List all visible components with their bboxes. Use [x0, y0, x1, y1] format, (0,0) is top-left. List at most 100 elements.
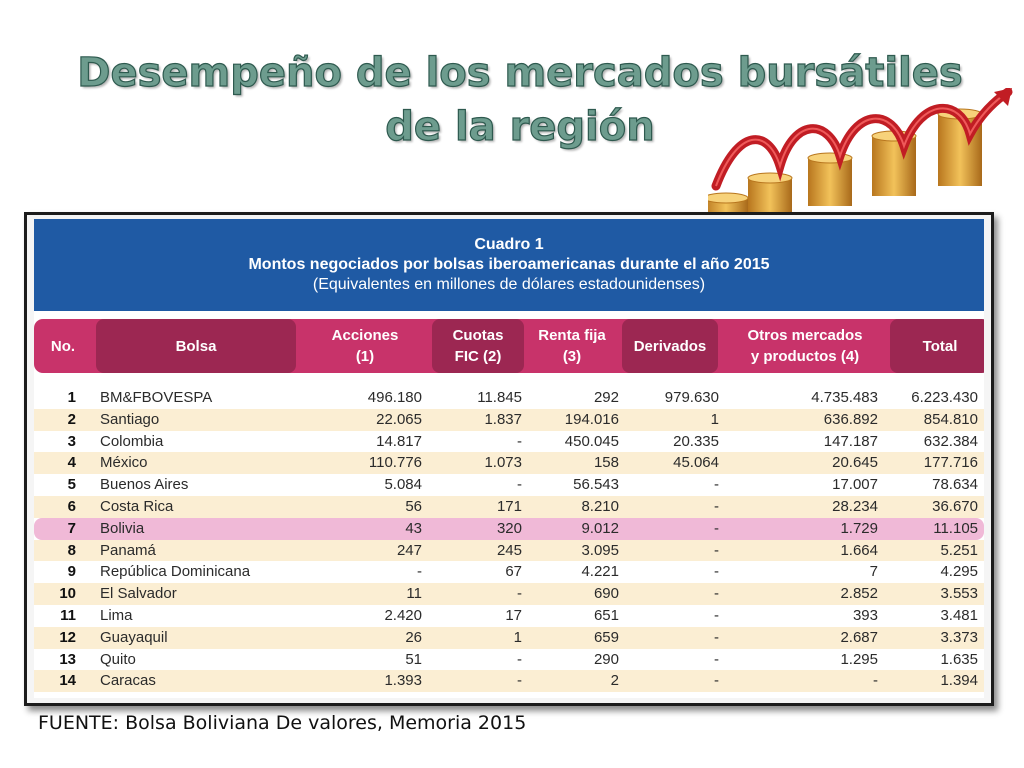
acciones-value: 5.084	[384, 476, 422, 494]
total-value: 3.481	[940, 606, 978, 624]
table-row: 8 Panamá 247 245 3.095 - 1.664 5.251	[34, 539, 984, 562]
total-value: 5.251	[940, 541, 978, 559]
exchange-name: Colombia	[100, 432, 164, 450]
header-renta-fija: Renta fija (3)	[538, 327, 606, 365]
derivados-value: -	[714, 650, 719, 668]
cuotas-value: 1	[513, 628, 522, 646]
total-value: 632.384	[923, 432, 978, 450]
total-value: 3.373	[940, 628, 978, 646]
table-frame: Cuadro 1 Montos negociados por bolsas ib…	[24, 212, 994, 706]
derivados-value: 979.630	[664, 389, 719, 406]
total-value: 36.670	[932, 497, 978, 515]
total-value: 1.394	[940, 672, 978, 690]
derivados-value: -	[714, 476, 719, 494]
table-column-headers: No. Bolsa Acciones (1) Cuotas FIC (2) Re…	[34, 319, 984, 373]
header-cuotas: Cuotas FIC (2)	[432, 319, 524, 373]
exchange-name: Guayaquil	[100, 628, 168, 646]
renta-fija-value: 292	[593, 389, 619, 406]
table-row: 7 Bolivia 43 320 9.012 - 1.729 11.105	[34, 517, 984, 540]
renta-fija-value: 158	[593, 454, 619, 472]
derivados-value: 45.064	[673, 454, 719, 472]
row-number: 6	[67, 497, 76, 515]
otros-value: 2.687	[840, 628, 878, 646]
total-value: 177.716	[923, 454, 978, 472]
renta-fija-value: 8.210	[581, 497, 619, 515]
cuotas-value: 67	[505, 563, 522, 581]
cuotas-value: -	[517, 432, 522, 450]
renta-fija-value: 290	[593, 650, 619, 668]
cuotas-value: 1.073	[484, 454, 522, 472]
row-number: 1	[67, 389, 76, 406]
renta-fija-value: 690	[593, 585, 619, 603]
header-acciones: Acciones (1)	[331, 327, 399, 365]
derivados-value: -	[714, 606, 719, 624]
cuotas-value: -	[517, 672, 522, 690]
table-row: 2 Santiago 22.065 1.837 194.016 1 636.892 854.8…	[34, 408, 984, 431]
acciones-value: 22.065	[376, 410, 422, 428]
cuotas-value: 17	[505, 606, 522, 624]
total-value: 6.223.430	[911, 389, 978, 406]
header-otros: Otros mercados y productos (4)	[747, 327, 863, 365]
cuotas-value: -	[517, 650, 522, 668]
acciones-value: 14.817	[376, 432, 422, 450]
row-number: 14	[59, 672, 76, 690]
exchange-name: República Dominicana	[100, 563, 251, 581]
renta-fija-value: 659	[593, 628, 619, 646]
derivados-value: 20.335	[673, 432, 719, 450]
acciones-value: -	[417, 563, 422, 581]
derivados-value: -	[714, 497, 719, 515]
otros-value: 393	[852, 606, 878, 624]
renta-fija-value: 2	[610, 672, 619, 690]
acciones-value: 110.776	[368, 454, 422, 472]
acciones-value: 247	[396, 541, 422, 559]
cuotas-value: 11.845	[477, 389, 522, 406]
exchange-name: BM&FBOVESPA	[100, 389, 213, 406]
derivados-value: -	[714, 541, 719, 559]
source-note: FUENTE: Bolsa Boliviana De valores, Memo…	[38, 712, 527, 734]
cuotas-value: 245	[496, 541, 522, 559]
acciones-value: 11	[406, 585, 422, 603]
exchange-name: Caracas	[100, 672, 156, 690]
row-number: 5	[67, 476, 76, 494]
exchange-name: Costa Rica	[100, 497, 174, 515]
table-row: 10 El Salvador 11 - 690 - 2.852 3.553	[34, 583, 984, 605]
derivados-value: 1	[710, 410, 719, 428]
renta-fija-value: 56.543	[573, 476, 619, 494]
table-row: 5 Buenos Aires 5.084 - 56.543 - 17.007 78.634	[34, 474, 984, 496]
row-number: 12	[59, 628, 76, 646]
row-number: 9	[67, 563, 76, 581]
acciones-value: 496.180	[367, 389, 422, 406]
acciones-value: 56	[405, 497, 422, 515]
table-note: (Equivalentes en millones de dólares est…	[312, 276, 706, 293]
exchange-name: El Salvador	[100, 585, 177, 603]
table-row: 11 Lima 2.420 17 651 - 393 3.481	[34, 605, 984, 627]
otros-value: 7	[869, 563, 878, 581]
table-row: 13 Quito 51 - 290 - 1.295 1.635	[34, 649, 984, 671]
cuotas-value: 171	[496, 497, 522, 515]
renta-fija-value: 194.016	[564, 410, 619, 428]
renta-fija-value: 4.221	[581, 563, 619, 581]
derivados-value: -	[714, 628, 719, 646]
cuotas-value: -	[517, 476, 522, 494]
table-panel: Cuadro 1 Montos negociados por bolsas ib…	[34, 219, 984, 698]
table-body: 1 BM&FBOVESPA 496.180 11.845 292 979.630 4.735…	[34, 387, 984, 693]
otros-value: 28.234	[832, 497, 878, 515]
otros-value: 4.735.483	[811, 389, 878, 406]
exchange-name: Quito	[100, 650, 136, 668]
header-no: No.	[50, 337, 76, 355]
table-row: 6 Costa Rica 56 171 8.210 - 28.234 36.670	[34, 495, 984, 518]
acciones-value: 2.420	[384, 606, 422, 624]
derivados-value: -	[714, 585, 719, 603]
derivados-value: -	[714, 519, 719, 537]
table-caption: Cuadro 1	[474, 236, 544, 253]
acciones-value: 1.393	[384, 672, 422, 690]
row-number: 4	[67, 454, 76, 472]
otros-value: 1.295	[840, 650, 878, 668]
total-value: 1.635	[940, 650, 978, 668]
otros-value: 147.187	[823, 432, 878, 450]
cuotas-value: -	[517, 585, 522, 603]
otros-value: 1.664	[840, 541, 878, 559]
renta-fija-value: 3.095	[581, 541, 619, 559]
derivados-value: -	[714, 563, 719, 581]
row-number: 3	[67, 432, 76, 450]
